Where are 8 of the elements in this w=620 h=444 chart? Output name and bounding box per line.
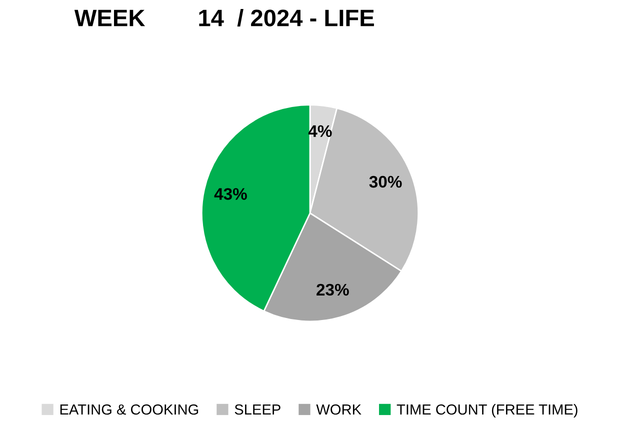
data-label: 23%: [316, 284, 349, 296]
data-label: 43%: [214, 188, 247, 200]
chart-title: WEEK 14 / 2024 - LIFE: [74, 8, 374, 27]
legend-label: EATING & COOKING: [60, 404, 198, 415]
legend-label: TIME COUNT (FREE TIME): [396, 404, 578, 418]
legend-label: SLEEP: [234, 404, 280, 415]
data-label: 30%: [369, 176, 402, 188]
legend-label: WORK: [316, 404, 362, 415]
